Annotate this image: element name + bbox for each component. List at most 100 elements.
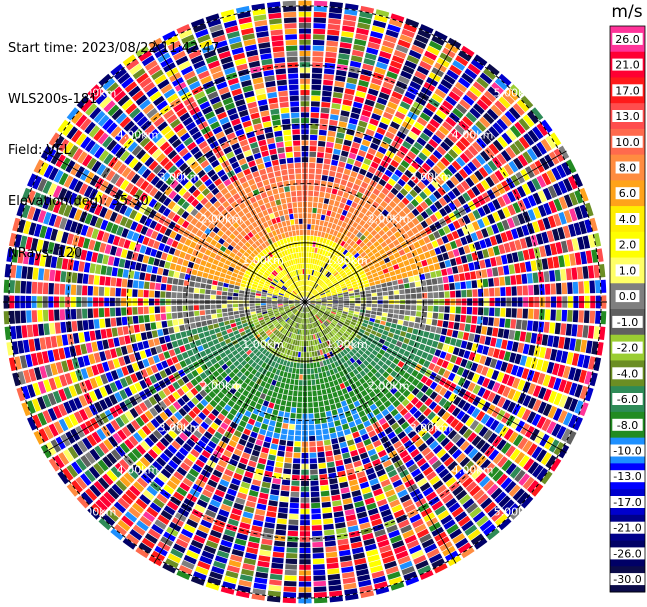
- velocity-cell: [387, 126, 398, 135]
- velocity-cell: [456, 228, 465, 238]
- velocity-cell: [492, 382, 501, 393]
- velocity-cell: [210, 304, 216, 309]
- velocity-cell: [354, 311, 360, 315]
- velocity-cell: [146, 331, 153, 339]
- velocity-cell: [343, 355, 349, 362]
- velocity-cell: [286, 446, 293, 452]
- velocity-cell: [546, 169, 557, 183]
- velocity-cell: [375, 151, 385, 160]
- velocity-cell: [311, 219, 316, 225]
- velocity-cell: [353, 286, 359, 290]
- velocity-cell: [324, 57, 336, 64]
- velocity-cell: [313, 196, 319, 203]
- velocity-cell: [308, 294, 313, 299]
- velocity-cell: [310, 299, 316, 301]
- velocity-cell: [503, 242, 511, 253]
- velocity-cell: [316, 157, 324, 164]
- velocity-cell: [286, 361, 291, 367]
- velocity-cell: [544, 244, 552, 257]
- velocity-cell: [398, 284, 405, 290]
- velocity-cell: [378, 229, 385, 237]
- velocity-cell: [324, 251, 329, 257]
- velocity-cell: [216, 290, 222, 296]
- velocity-cell: [437, 408, 446, 418]
- velocity-cell: [337, 245, 343, 252]
- velocity-cell: [261, 305, 267, 308]
- velocity-cell: [355, 297, 361, 301]
- velocity-cell: [505, 308, 512, 318]
- velocity-cell: [403, 337, 410, 345]
- velocity-cell: [336, 311, 342, 315]
- velocity-cell: [526, 148, 538, 161]
- velocity-cell: [319, 191, 325, 198]
- velocity-cell: [470, 533, 485, 545]
- velocity-cell: [143, 306, 149, 314]
- velocity-cell: [373, 323, 380, 328]
- velocity-cell: [582, 355, 591, 369]
- velocity-cell: [398, 336, 405, 342]
- velocity-cell: [367, 251, 374, 258]
- velocity-cell: [458, 168, 469, 179]
- velocity-cell: [424, 173, 434, 183]
- velocity-cell: [410, 175, 420, 184]
- velocity-cell: [335, 402, 342, 409]
- velocity-cell: [589, 310, 596, 324]
- velocity-cell: [316, 299, 321, 301]
- velocity-cell: [349, 303, 355, 306]
- velocity-cell: [401, 325, 408, 332]
- velocity-cell: [360, 306, 366, 310]
- velocity-cell: [541, 258, 549, 270]
- velocity-cell: [432, 149, 443, 160]
- velocity-cell: [264, 522, 275, 529]
- velocity-cell: [411, 387, 420, 396]
- velocity-cell: [423, 266, 430, 273]
- velocity-cell: [115, 288, 121, 297]
- velocity-cell: [429, 391, 438, 400]
- velocity-cell: [489, 288, 495, 297]
- velocity-cell: [593, 357, 602, 372]
- velocity-cell: [315, 219, 320, 225]
- velocity-cell: [411, 226, 419, 235]
- velocity-cell: [167, 320, 173, 327]
- velocity-cell: [420, 201, 429, 210]
- velocity-cell: [286, 553, 298, 559]
- velocity-cell: [332, 302, 338, 305]
- velocity-cell: [578, 369, 587, 384]
- velocity-cell: [397, 394, 406, 403]
- velocity-cell: [442, 343, 449, 352]
- velocity-cell: [507, 388, 516, 400]
- velocity-cell: [343, 503, 354, 511]
- velocity-cell: [494, 170, 505, 182]
- velocity-cell: [426, 339, 433, 347]
- velocity-cell: [410, 334, 417, 341]
- velocity-cell: [415, 335, 423, 343]
- velocity-cell: [465, 416, 475, 427]
- velocity-cell: [269, 579, 282, 586]
- velocity-cell: [482, 479, 495, 492]
- velocity-cell: [563, 412, 573, 426]
- velocity-cell: [426, 279, 432, 286]
- velocity-cell: [354, 178, 362, 186]
- velocity-cell: [413, 185, 422, 194]
- velocity-cell: [325, 327, 330, 333]
- velocity-cell: [418, 238, 426, 247]
- velocity-cell: [308, 258, 311, 264]
- velocity-cell: [257, 560, 270, 568]
- velocity-cell: [54, 322, 61, 334]
- velocity-cell: [336, 324, 342, 329]
- velocity-cell: [331, 310, 337, 313]
- velocity-cell: [393, 155, 403, 164]
- velocity-cell: [577, 236, 585, 250]
- velocity-cell: [398, 314, 405, 320]
- velocity-cell: [374, 371, 382, 379]
- velocity-cell: [308, 293, 312, 298]
- velocity-cell: [522, 308, 528, 319]
- velocity-cell: [328, 274, 333, 279]
- velocity-cell: [514, 451, 526, 465]
- velocity-cell: [487, 214, 496, 225]
- velocity-cell: [386, 383, 394, 391]
- velocity-cell: [591, 341, 599, 355]
- velocity-cell: [300, 363, 304, 369]
- velocity-cell: [326, 456, 334, 463]
- velocity-cell: [434, 211, 443, 220]
